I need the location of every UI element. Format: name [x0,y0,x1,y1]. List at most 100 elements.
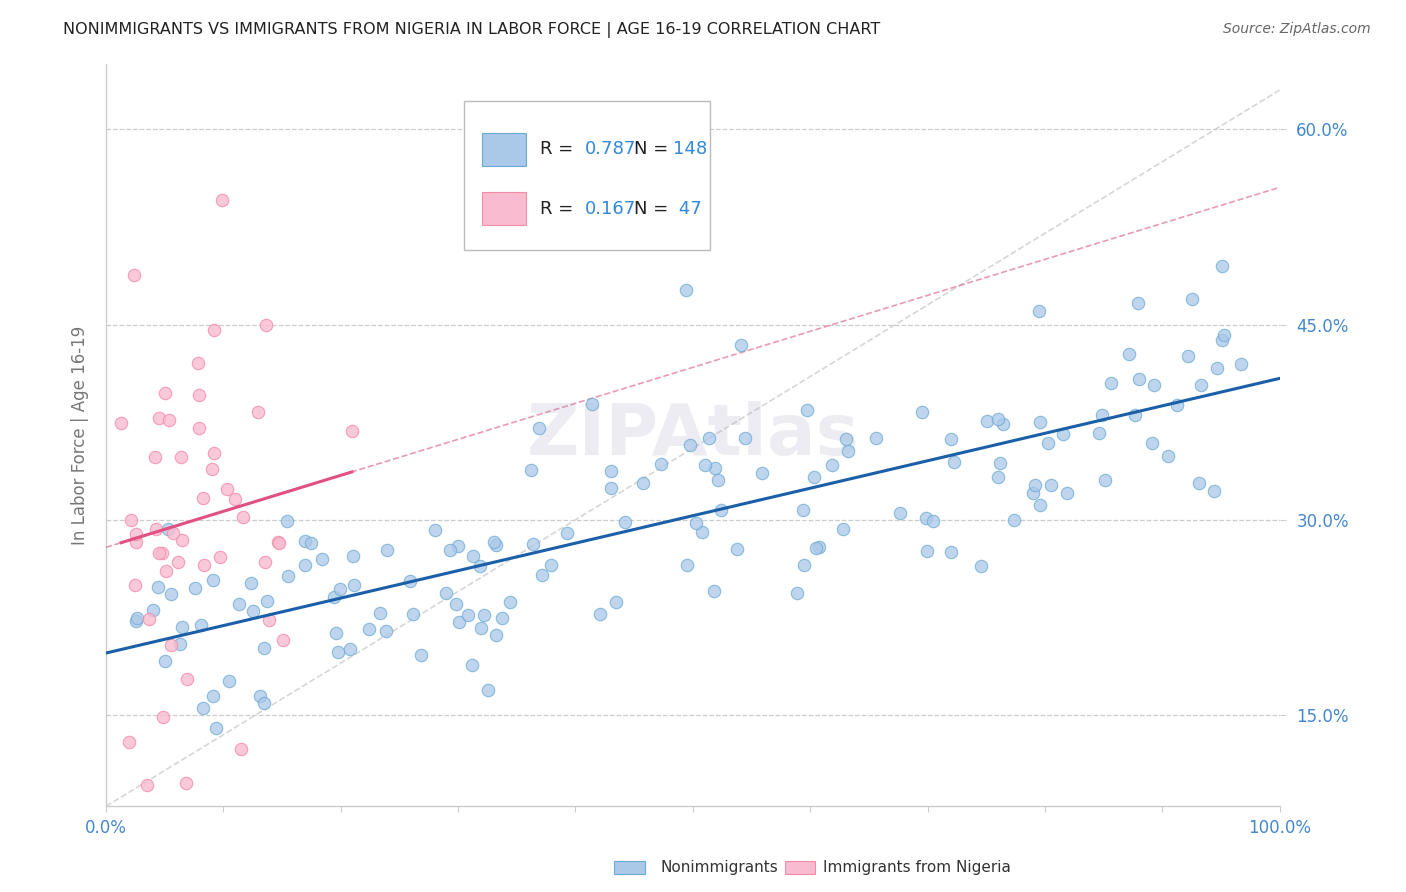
Point [1038,435,1060,450]
Point [157,522,180,536]
Point [499,595,522,609]
Point [540,558,562,572]
Point [124,614,146,628]
Point [988,456,1011,470]
Point [239,576,262,591]
Point [939,545,962,559]
Point [792,502,814,516]
Point [399,574,422,588]
Point [127,611,149,625]
Point [650,457,672,471]
Point [193,558,215,573]
Point [253,696,276,710]
Point [485,628,508,642]
Point [277,569,299,583]
Point [253,641,276,656]
Point [257,613,280,627]
Point [679,438,702,452]
Point [205,721,228,735]
Text: 0.787: 0.787 [585,140,636,159]
Point [247,405,270,419]
Point [228,597,250,611]
Point [176,672,198,686]
Point [710,503,733,517]
Point [835,432,858,446]
Point [294,534,316,549]
Point [146,580,169,594]
Point [581,397,603,411]
Point [170,533,193,548]
Point [160,638,183,652]
Point [124,534,146,549]
Point [793,558,815,573]
Point [162,526,184,541]
Point [209,550,232,565]
Point [922,514,945,528]
Point [457,607,479,622]
Point [685,516,707,531]
Point [218,674,240,689]
Point [155,564,177,578]
Point [915,510,938,524]
Point [707,473,730,487]
Point [249,689,271,703]
Point [703,584,725,599]
Point [254,555,277,569]
Text: ZIPAtlas: ZIPAtlas [526,401,859,470]
Point [1028,304,1050,318]
Point [1211,333,1233,347]
Point [152,710,174,724]
Point [477,682,499,697]
Point [1177,349,1199,363]
Point [271,633,294,648]
Point [599,481,621,495]
Point [187,388,209,402]
Point [423,523,446,537]
Point [472,608,495,623]
Point [1213,328,1236,343]
Text: N =: N = [634,200,673,218]
Point [145,450,167,465]
Point [191,491,214,506]
Text: NONIMMIGRANTS VS IMMIGRANTS FROM NIGERIA IN LABOR FORCE | AGE 16-19 CORRELATION : NONIMMIGRANTS VS IMMIGRANTS FROM NIGERIA… [63,22,880,38]
Point [531,567,554,582]
Point [120,513,142,527]
Point [340,425,363,439]
Point [910,405,932,419]
Point [485,538,508,552]
Point [201,573,224,587]
Point [1029,415,1052,429]
Text: Nonimmigrants: Nonimmigrants [661,860,779,874]
Point [557,525,579,540]
Point [232,509,254,524]
Point [1118,347,1140,361]
Point [1202,484,1225,499]
Point [170,620,193,634]
Point [157,413,180,427]
Point [254,318,277,332]
Point [117,735,139,749]
Point [202,445,225,459]
Point [138,612,160,626]
Point [434,586,457,600]
Point [692,525,714,540]
Point [697,431,720,445]
Point [491,610,513,624]
Text: N =: N = [634,140,673,159]
Point [970,559,993,574]
FancyBboxPatch shape [481,193,526,225]
Point [1052,427,1074,442]
Point [135,778,157,792]
Point [693,458,716,473]
Text: 47: 47 [673,200,702,218]
Text: 148: 148 [673,140,707,159]
Point [889,507,911,521]
FancyBboxPatch shape [481,133,526,166]
Point [148,411,170,425]
Point [150,546,173,560]
Point [1143,378,1166,392]
Text: Source: ZipAtlas.com: Source: ZipAtlas.com [1223,22,1371,37]
Point [110,416,132,430]
Point [444,597,467,611]
Point [461,657,484,672]
